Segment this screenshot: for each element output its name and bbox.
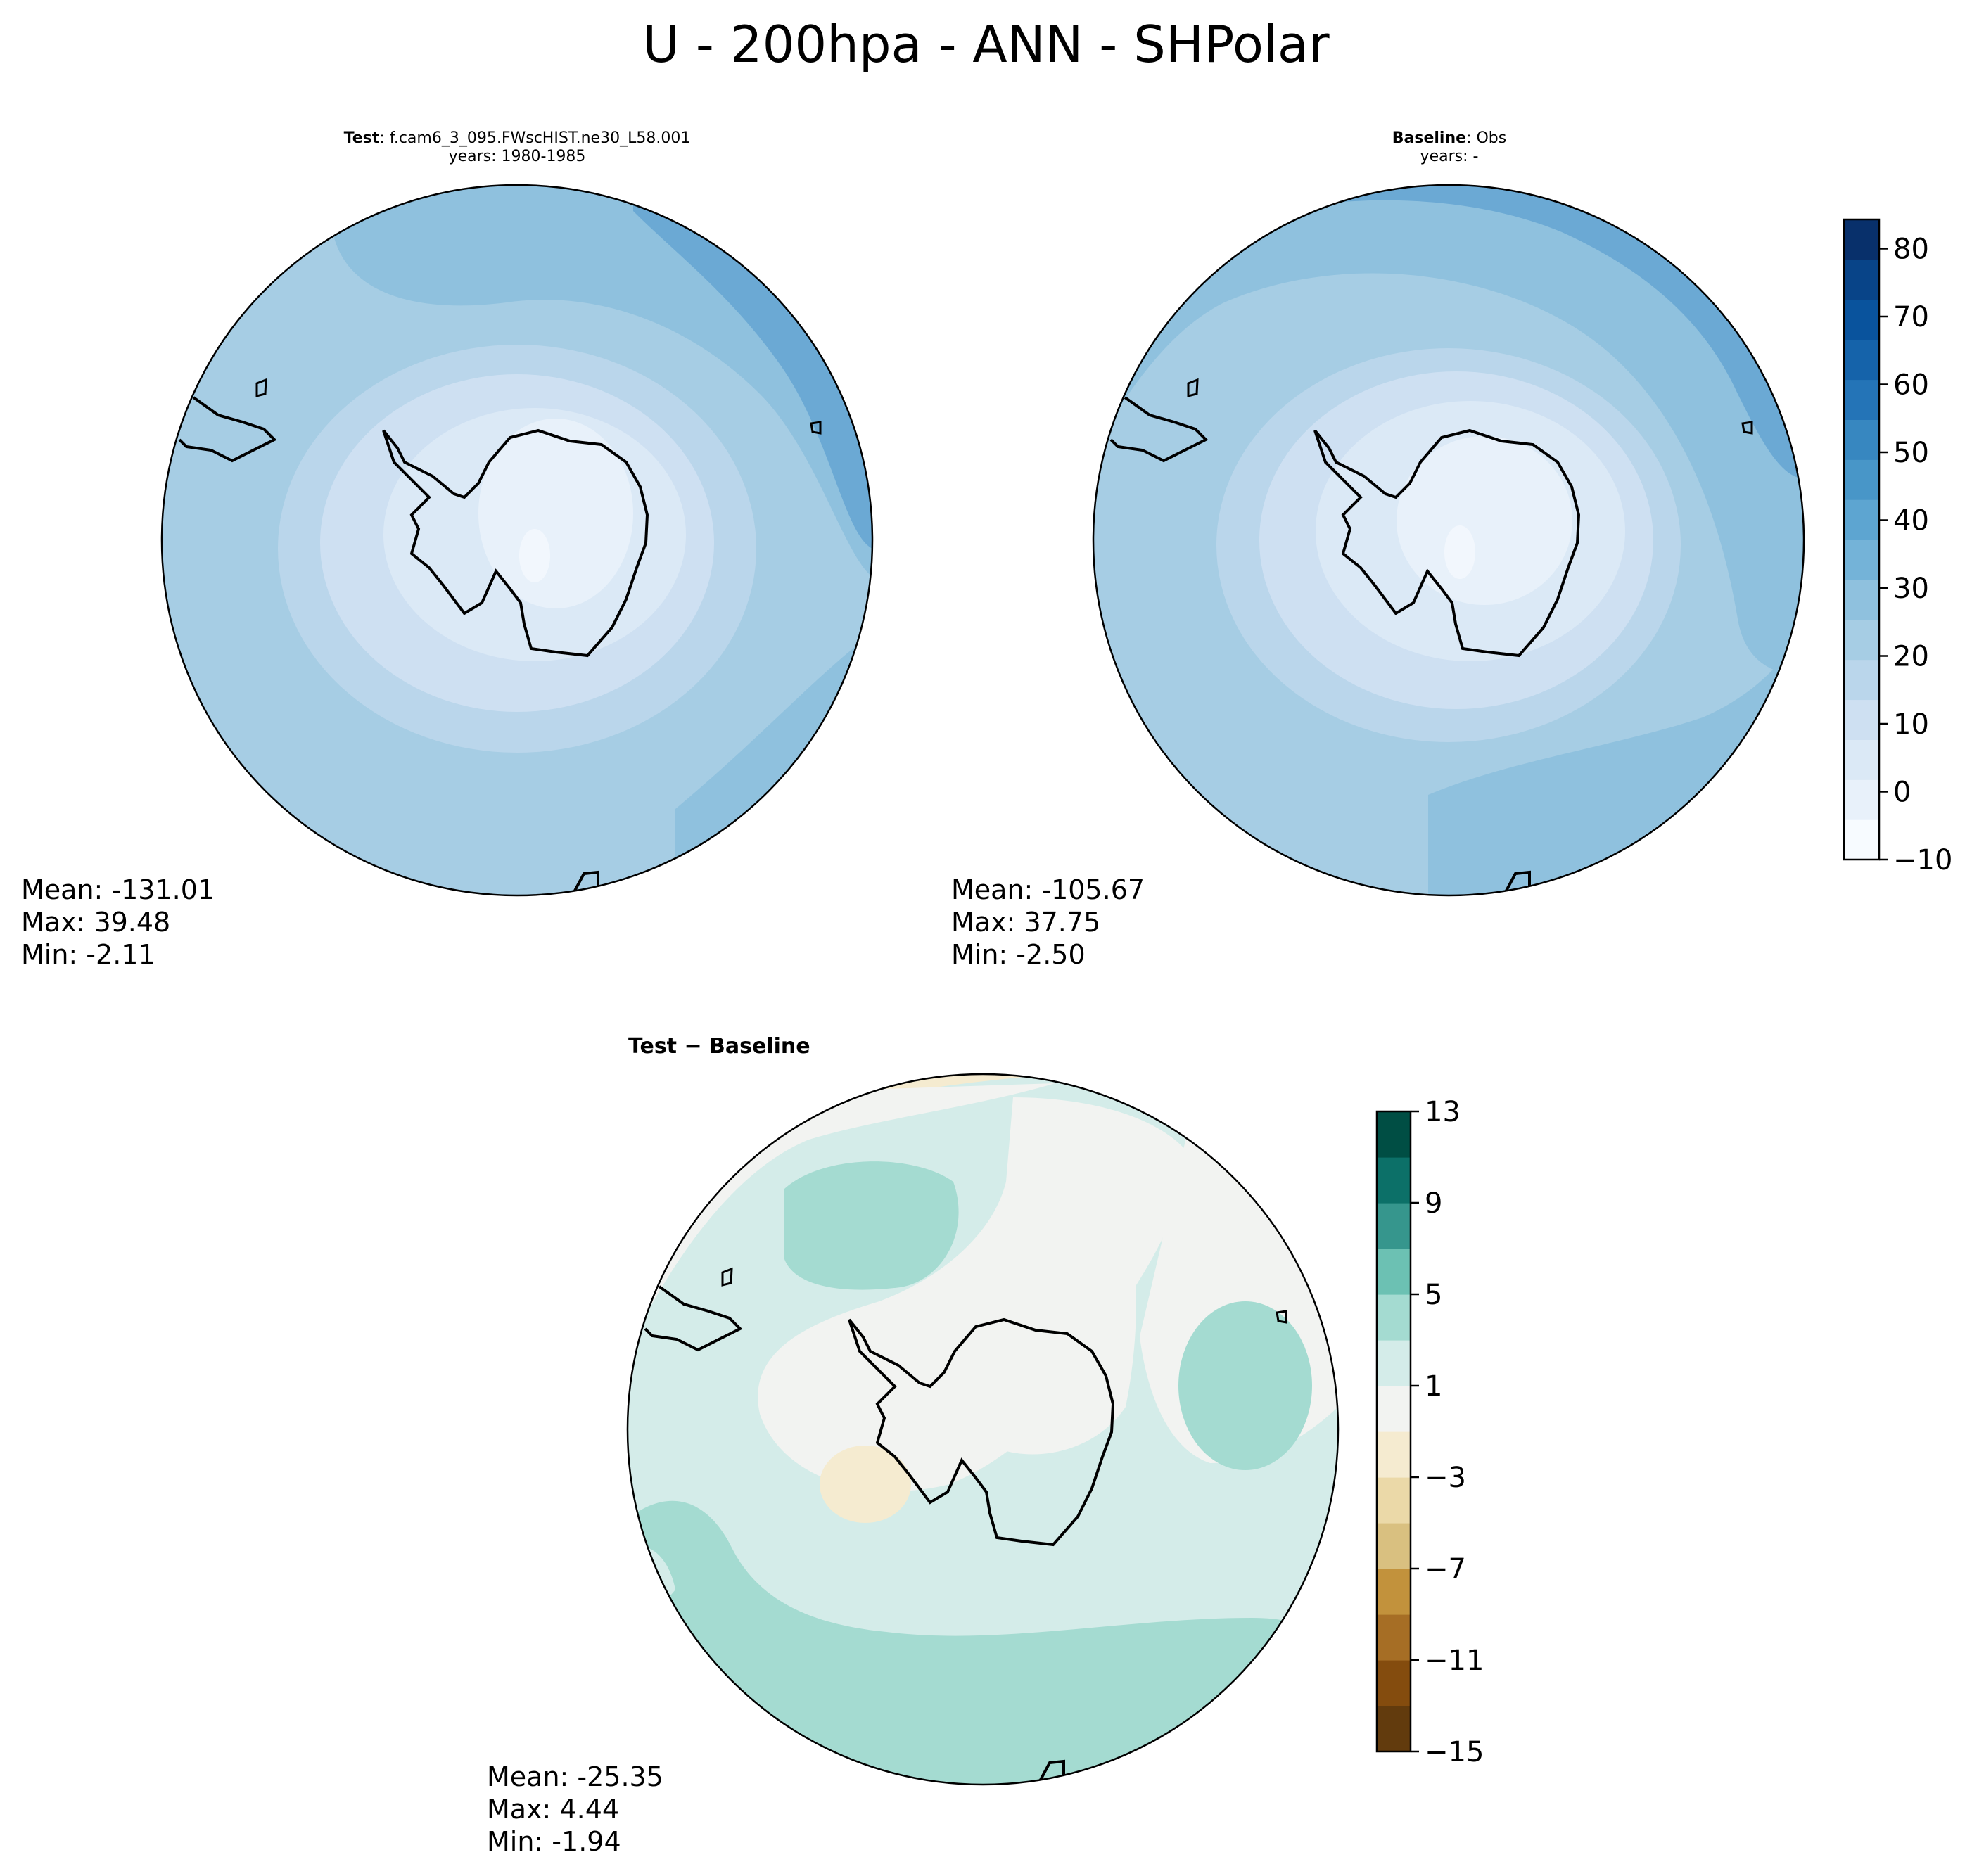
diff-colorbar-swatch: [1377, 1569, 1411, 1615]
diff-colorbar-tick-label: −11: [1425, 1645, 1484, 1677]
main-colorbar-swatch: [1844, 339, 1879, 381]
diff-map: [626, 1073, 1340, 1786]
figure-title: U - 200hpa - ANN - SHPolar: [642, 15, 1330, 74]
diff-colorbar-tick-label: −7: [1425, 1553, 1466, 1585]
baseline-min: Min: -2.50: [951, 939, 1086, 970]
test-stats: Mean: -131.01 Max: 39.48 Min: -2.11: [21, 874, 215, 971]
main-colorbar-swatch: [1844, 579, 1879, 620]
test-min: Min: -2.11: [21, 939, 155, 970]
main-colorbar: −10 0 10 20 30 40 50 60 70 80: [1843, 218, 1952, 876]
test-years: years: 1980-1985: [448, 148, 586, 165]
diff-colorbar-swatch: [1377, 1660, 1411, 1706]
main-colorbar-swatch: [1844, 819, 1879, 860]
main-colorbar-swatch: [1844, 540, 1879, 580]
diff-stats: Mean: -25.35 Max: 4.44 Min: -1.94: [487, 1761, 663, 1858]
diff-colorbar-tick-label: 13: [1425, 1096, 1461, 1128]
main-colorbar-tick-label: 40: [1893, 505, 1929, 537]
diff-colorbar-swatch: [1377, 1431, 1411, 1478]
main-colorbar-tick-label: 50: [1893, 437, 1929, 469]
test-panel-title: Test: f.cam6_3_095.FWscHIST.ne30_L58.001…: [306, 129, 728, 166]
baseline-case-name: Obs: [1476, 129, 1507, 147]
diff-colorbar-tick-label: 1: [1425, 1370, 1442, 1403]
diff-colorbar-swatch: [1377, 1294, 1411, 1341]
diff-max: Max: 4.44: [487, 1794, 620, 1825]
diff-mean: Mean: -25.35: [487, 1761, 663, 1792]
main-colorbar-swatch: [1844, 619, 1879, 661]
main-colorbar-swatch: [1844, 459, 1879, 500]
main-colorbar-swatch: [1844, 419, 1879, 460]
diff-colorbar-swatch: [1377, 1157, 1411, 1204]
diff-colorbar-swatch: [1377, 1203, 1411, 1249]
diff-colorbar-swatch: [1377, 1706, 1411, 1752]
main-colorbar-tick-label: 10: [1893, 708, 1929, 741]
diff-colorbar-swatch: [1377, 1111, 1411, 1158]
main-colorbar-swatch: [1844, 739, 1879, 780]
diff-min: Min: -1.94: [487, 1826, 621, 1857]
baseline-mean: Mean: -105.67: [951, 874, 1145, 905]
diff-panel-title: Test − Baseline: [628, 1034, 810, 1059]
main-colorbar-tick-label: 60: [1893, 369, 1929, 402]
main-colorbar-swatch: [1844, 699, 1879, 740]
main-colorbar-swatch: [1844, 219, 1879, 260]
main-colorbar-tick-label: 0: [1893, 777, 1911, 809]
baseline-max: Max: 37.75: [951, 907, 1101, 938]
test-mean: Mean: -131.01: [21, 874, 215, 905]
test-map: [160, 184, 874, 897]
main-colorbar-tick-label: 70: [1893, 301, 1929, 333]
baseline-map: [1092, 184, 1805, 897]
baseline-stats: Mean: -105.67 Max: 37.75 Min: -2.50: [951, 874, 1145, 971]
main-colorbar-swatch: [1844, 659, 1879, 701]
diff-colorbar-tick-label: −15: [1425, 1736, 1484, 1768]
main-colorbar-swatch: [1844, 259, 1879, 300]
diff-colorbar-swatch: [1377, 1386, 1411, 1432]
main-colorbar-tick-label: −10: [1893, 844, 1952, 876]
test-label: Test: [343, 129, 380, 147]
baseline-years: years: -: [1420, 148, 1479, 165]
diff-colorbar: −15 −11 −7 −3 1 5 9 13: [1375, 1096, 1484, 1768]
diff-colorbar-swatch: [1377, 1249, 1411, 1295]
main-colorbar-swatch: [1844, 379, 1879, 420]
diff-colorbar-swatch: [1377, 1523, 1411, 1569]
main-colorbar-tick-label: 80: [1893, 234, 1929, 266]
test-max: Max: 39.48: [21, 907, 171, 938]
main-colorbar-outline: [1843, 218, 1881, 861]
main-colorbar-swatch: [1844, 299, 1879, 340]
main-colorbar-tick-label: 20: [1893, 641, 1929, 673]
main-colorbar-swatch: [1844, 499, 1879, 540]
diff-colorbar-outline: [1375, 1110, 1412, 1753]
diff-colorbar-tick-label: 5: [1425, 1279, 1442, 1311]
diff-colorbar-swatch: [1377, 1477, 1411, 1524]
diff-colorbar-tick-label: −3: [1425, 1462, 1466, 1494]
diff-colorbar-tick-label: 9: [1425, 1187, 1442, 1220]
main-colorbar-tick-label: 30: [1893, 573, 1929, 605]
diff-colorbar-swatch: [1377, 1614, 1411, 1661]
main-colorbar-swatch: [1844, 779, 1879, 820]
test-case-name: f.cam6_3_095.FWscHIST.ne30_L58.001: [389, 129, 691, 147]
baseline-label: Baseline: [1392, 129, 1467, 147]
baseline-panel-title: Baseline: Obs years: -: [1238, 129, 1660, 166]
diff-colorbar-swatch: [1377, 1340, 1411, 1386]
